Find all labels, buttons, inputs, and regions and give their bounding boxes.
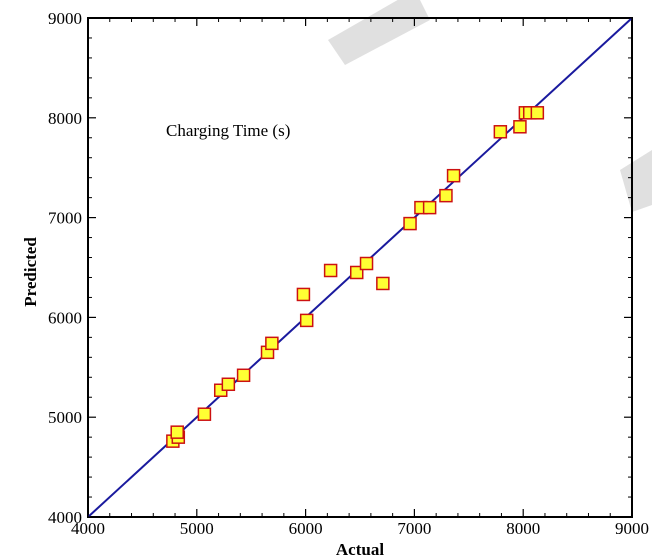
data-point (446, 168, 461, 183)
data-point (265, 336, 279, 351)
data-point (197, 407, 212, 421)
plot-frame (87, 17, 633, 518)
data-points (166, 106, 545, 448)
data-point (221, 377, 236, 392)
decorative-gray-stroke-right (620, 150, 652, 212)
data-point (439, 188, 453, 203)
data-point (403, 216, 417, 231)
y-tick-label: 9000 (48, 9, 82, 28)
x-tick-label: 8000 (506, 519, 540, 538)
data-point (349, 265, 364, 280)
x-axis-title: Actual (336, 540, 384, 558)
data-point (359, 256, 374, 271)
y-tick-label: 8000 (48, 109, 82, 128)
decoration (328, 0, 652, 212)
x-tick-label: 5000 (180, 519, 214, 538)
x-tick-label: 9000 (615, 519, 649, 538)
data-point (513, 120, 527, 134)
y-axis-title: Predicted (21, 237, 40, 307)
data-point (376, 276, 390, 291)
x-tick-label: 7000 (397, 519, 431, 538)
y-tick-label: 6000 (48, 308, 82, 327)
chart-annotation: Charging Time (s) (166, 121, 290, 140)
y-tick-label: 5000 (48, 408, 82, 427)
data-point (422, 200, 437, 215)
data-point (530, 106, 545, 120)
axis-ticks: 4000 5000 6000 7000 8000 9000 4000 5000 6000 7000… (48, 9, 649, 538)
decorative-gray-stroke (328, 0, 430, 65)
data-point (323, 263, 338, 278)
y-tick-label: 4000 (48, 508, 82, 527)
data-point (299, 313, 314, 328)
data-point (296, 287, 311, 302)
x-tick-label: 4000 (71, 519, 105, 538)
x-tick-label: 6000 (289, 519, 323, 538)
data-point (493, 125, 508, 139)
data-point (236, 368, 251, 383)
data-point (170, 425, 184, 439)
y-tick-label: 7000 (48, 209, 82, 228)
